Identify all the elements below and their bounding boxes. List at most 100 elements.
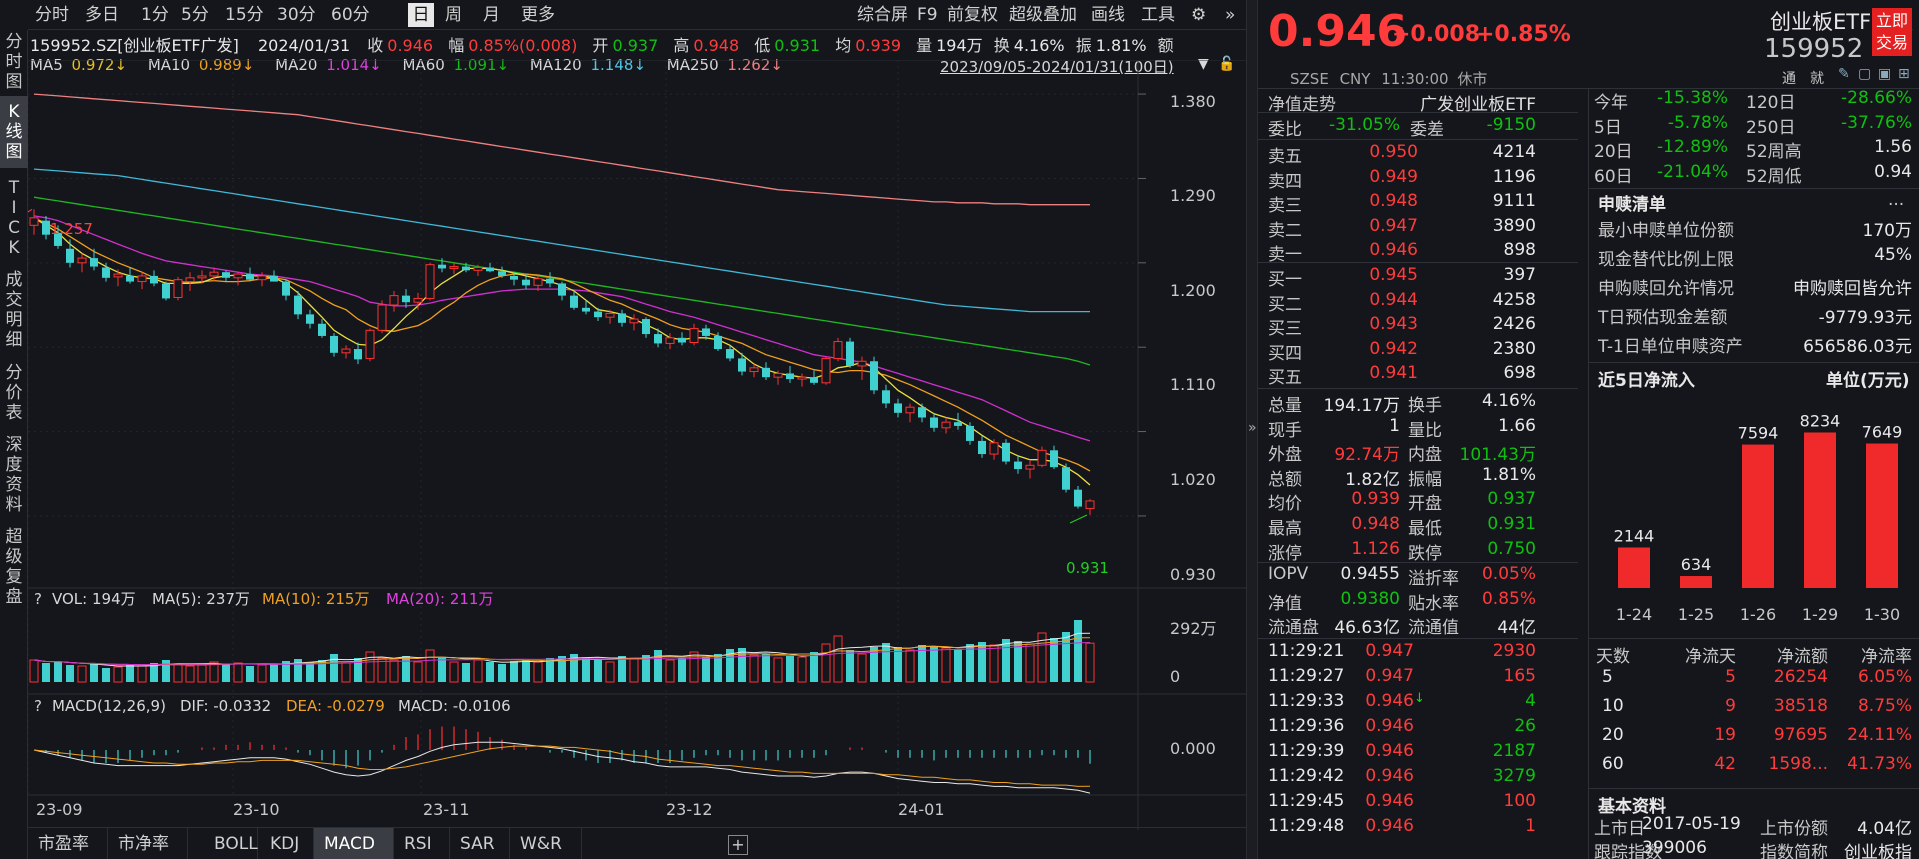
nav-price-table[interactable]: 分 价 表 xyxy=(5,363,23,423)
vol-ma10-header: MA(10): 215万 xyxy=(262,590,369,608)
period-5min[interactable]: 5分 xyxy=(181,5,209,25)
nav-trend-link[interactable]: 净值走势 xyxy=(1268,95,1336,115)
flow-header-row: 天数 净流天 净流额 净流率 xyxy=(1588,642,1919,667)
flow-row: 5 5 26254 6.05% xyxy=(1588,667,1919,691)
nav-super-review[interactable]: 超 级 复 盘 xyxy=(5,527,23,607)
vol-question-icon[interactable]: ? xyxy=(34,590,42,608)
nav-kline[interactable]: K 线 图 xyxy=(0,96,28,168)
kline-chart[interactable]: 1.257 0.931 1.380 1.290 1.200 1.110 1.02… xyxy=(28,60,1246,830)
tab-sar[interactable]: SAR xyxy=(450,828,510,859)
nav-tick[interactable]: T I C K xyxy=(8,178,20,258)
expand-arrow-icon[interactable]: » xyxy=(1248,420,1257,436)
volume-bar-up xyxy=(113,666,123,683)
bid-level[interactable]: 买二 0.944 4258 xyxy=(1258,290,1588,315)
tab-pe[interactable]: 市盈率 xyxy=(28,828,108,859)
flow-header: 天数 xyxy=(1596,647,1630,667)
iopv-value: 0.85% xyxy=(1481,588,1536,609)
tab-pb[interactable]: 市净率 xyxy=(108,828,188,859)
nav-trade-detail[interactable]: 成 交 明 细 xyxy=(5,270,23,350)
panel-splitter[interactable]: » xyxy=(1246,0,1258,859)
bid-level[interactable]: 买三 0.943 2426 xyxy=(1258,314,1588,339)
inflow-bar xyxy=(1680,576,1712,588)
period-1min[interactable]: 1分 xyxy=(141,5,169,25)
add-indicator-icon[interactable]: + xyxy=(728,835,748,855)
bid-level[interactable]: 买四 0.942 2380 xyxy=(1258,339,1588,364)
candle-body-down xyxy=(978,440,986,455)
vol-tick-zero: 0 xyxy=(1170,667,1180,686)
comprehensive-screen-button[interactable]: 综合屏 xyxy=(857,5,908,25)
forward-adjust-button[interactable]: 前复权 xyxy=(947,5,998,25)
gear-icon[interactable]: ⚙ xyxy=(1191,5,1207,25)
tick-time: 11:29:36 xyxy=(1268,716,1345,736)
volume-bar-down xyxy=(1002,639,1010,682)
add-icon[interactable]: ⊞ xyxy=(1898,66,1910,82)
candle-body-up xyxy=(77,257,87,264)
basic-label: 跟踪指数 xyxy=(1594,843,1662,859)
stat-value: 1.66 xyxy=(1498,415,1536,436)
nav-deep-data[interactable]: 深 度 资 料 xyxy=(5,435,23,515)
weibi-value: -31.05% xyxy=(1329,115,1400,135)
macd-question-icon[interactable]: ? xyxy=(34,697,42,715)
candle-body-down xyxy=(762,367,770,378)
candle-body-down xyxy=(354,349,362,360)
stat-label: 外盘 xyxy=(1268,445,1302,466)
flow-amount: 97695 xyxy=(1773,725,1828,745)
period-day[interactable]: 日 xyxy=(408,3,434,27)
period-60min[interactable]: 60分 xyxy=(331,5,370,25)
tab-rsi[interactable]: RSI xyxy=(394,828,450,859)
high-value: 0.948 xyxy=(693,36,740,55)
period-month[interactable]: 月 xyxy=(483,5,500,25)
period-timeshare[interactable]: 分时 xyxy=(35,5,69,25)
tab-kdj[interactable]: KDJ xyxy=(258,828,314,859)
tool-tong[interactable]: 通 xyxy=(1782,71,1796,87)
tool-jiu[interactable]: 就 xyxy=(1810,71,1824,87)
f9-button[interactable]: F9 xyxy=(917,5,938,25)
iopv-row: 流通盘 46.63亿 流通值 44亿 xyxy=(1258,613,1588,638)
weicha-value: -9150 xyxy=(1486,115,1536,135)
volume-bar-down xyxy=(150,663,158,682)
period-week[interactable]: 周 xyxy=(445,5,462,25)
tools-button[interactable]: 工具 xyxy=(1141,5,1175,25)
double-chevron-right-icon[interactable]: » xyxy=(1225,5,1236,25)
tab-boll[interactable]: BOLL xyxy=(188,828,258,859)
x-tick-23-11: 23-11 xyxy=(423,800,470,819)
candle-body-down xyxy=(1014,461,1022,470)
market-status-line: SZSE CNY 11:30:00 休市 xyxy=(1290,68,1487,89)
window-icon[interactable]: ▢ xyxy=(1858,66,1872,82)
window-icon[interactable]: ▣ xyxy=(1878,66,1892,82)
nav-timeshare[interactable]: 分 时 图 xyxy=(5,32,23,92)
period-range[interactable]: 2023/09/05-2024/01/31(100日) xyxy=(940,58,1174,76)
trade-now-button[interactable]: 立即 交易 xyxy=(1872,8,1912,56)
subscription-more[interactable]: ... xyxy=(1888,190,1905,210)
edit-icon[interactable]: ✎ xyxy=(1838,66,1850,82)
super-overlay-button[interactable]: 超级叠加 xyxy=(1009,5,1077,25)
volume-bar-up xyxy=(233,662,243,683)
candle-body-down xyxy=(270,275,278,282)
bid-level[interactable]: 买一 0.945 397 xyxy=(1258,265,1588,290)
dropdown-triangle-icon[interactable]: ▼ xyxy=(1198,56,1209,72)
tab-macd[interactable]: MACD xyxy=(314,828,394,859)
subscription-row: 最小申赎单位份额 170万 xyxy=(1588,216,1919,241)
volume-bar-down xyxy=(558,656,566,682)
period-30min[interactable]: 30分 xyxy=(277,5,316,25)
candle-body-down xyxy=(618,313,626,323)
net-inflow-chart: 2144 1-24 634 1-25 7594 1-26 8234 1-29 7649 1-30 xyxy=(1614,411,1903,624)
period-more[interactable]: 更多 xyxy=(521,5,555,25)
volume-bar-up xyxy=(857,653,867,683)
ask-level[interactable]: 卖三 0.948 9111 xyxy=(1258,191,1588,216)
volume-bar-down xyxy=(954,649,962,682)
flow-rate: 24.11% xyxy=(1847,725,1912,745)
bid-level[interactable]: 买五 0.941 698 xyxy=(1258,363,1588,388)
candle-body-up xyxy=(389,295,399,306)
volume-bar-up xyxy=(137,665,147,683)
exchange: SZSE xyxy=(1290,70,1329,88)
tab-wr[interactable]: W&R xyxy=(510,828,582,859)
ask-level[interactable]: 卖二 0.947 3890 xyxy=(1258,216,1588,241)
ask-level[interactable]: 卖四 0.949 1196 xyxy=(1258,167,1588,192)
ask-level[interactable]: 卖一 0.946 898 xyxy=(1258,240,1588,265)
tick-time: 11:29:21 xyxy=(1268,641,1345,661)
period-15min[interactable]: 15分 xyxy=(225,5,264,25)
draw-line-button[interactable]: 画线 xyxy=(1091,5,1125,25)
period-multiday[interactable]: 多日 xyxy=(85,5,119,25)
ask-level[interactable]: 卖五 0.950 4214 xyxy=(1258,142,1588,167)
